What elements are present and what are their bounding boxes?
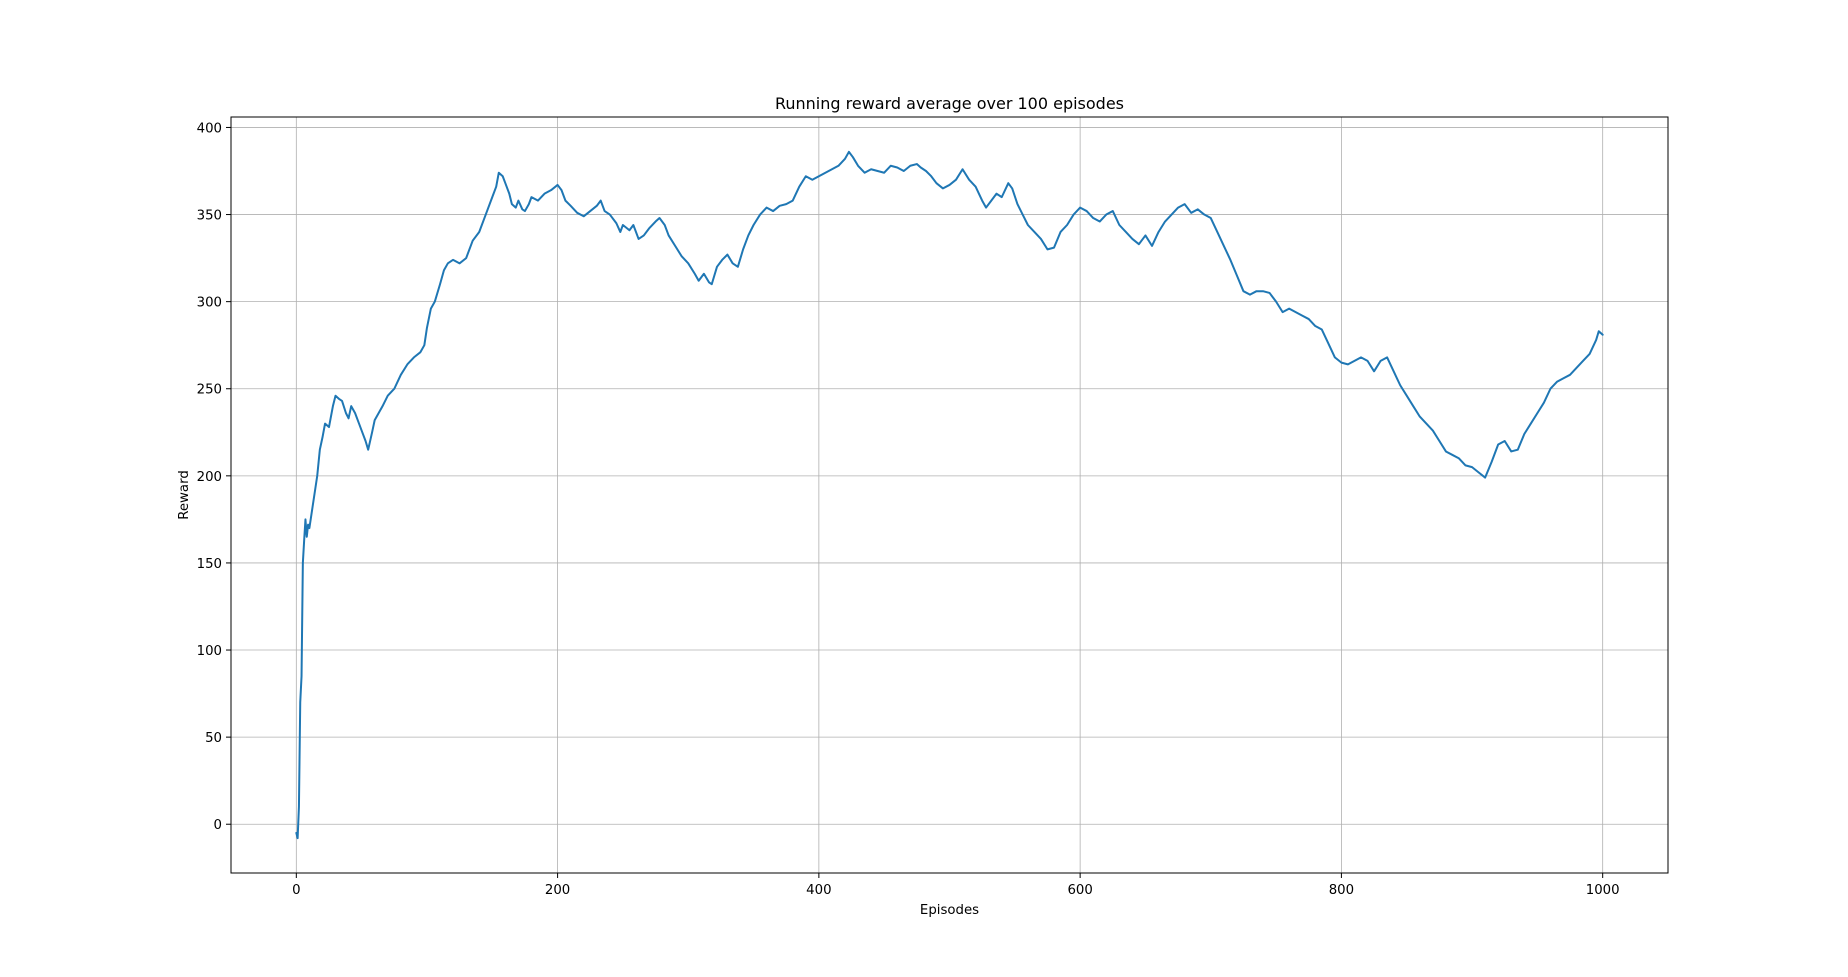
y-tick-label: 100 <box>197 644 222 659</box>
y-tick-label: 200 <box>197 470 222 485</box>
grid-lines <box>231 117 1668 873</box>
series-layer <box>295 150 1604 840</box>
y-tick-label: 150 <box>197 557 222 572</box>
y-tick-label: 400 <box>197 121 222 136</box>
x-tick-label: 0 <box>292 883 300 898</box>
x-tick-label: 200 <box>545 883 570 898</box>
x-tick-label: 800 <box>1329 883 1354 898</box>
plot-frame <box>230 116 1669 874</box>
y-axis-label: Reward <box>177 470 192 520</box>
reward-series-line <box>295 150 1604 840</box>
x-tick-label: 600 <box>1067 883 1092 898</box>
axis-ticks: 0 200 400 600 800 1000 0 50 100 150 200 250 300 350 40… <box>197 121 1620 898</box>
x-tick-label: 1000 <box>1586 883 1620 898</box>
chart-title: Running reward average over 100 episodes <box>775 94 1124 113</box>
y-tick-label: 350 <box>197 209 222 224</box>
y-tick-label: 250 <box>197 383 222 398</box>
y-tick-label: 300 <box>197 296 222 311</box>
x-tick-label: 400 <box>806 883 831 898</box>
y-tick-label: 50 <box>205 731 222 746</box>
y-tick-label: 0 <box>214 818 222 833</box>
x-axis-label: Episodes <box>920 903 979 918</box>
